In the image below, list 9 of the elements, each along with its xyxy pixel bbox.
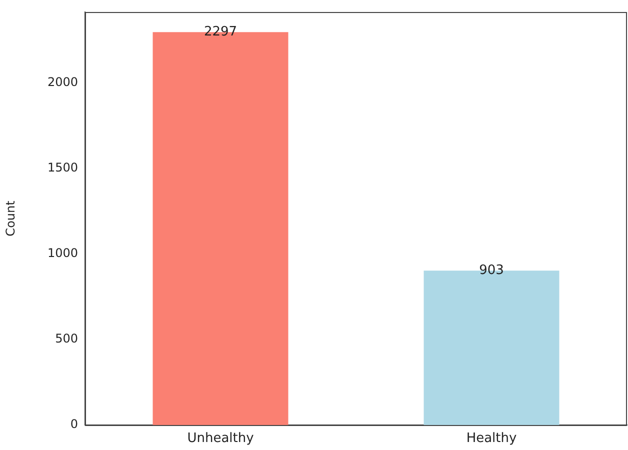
y-tick-label: 2000 xyxy=(47,75,78,90)
y-tick-label: 1500 xyxy=(47,160,78,175)
x-tick-label: Unhealthy xyxy=(187,431,254,446)
y-tick-label: 1000 xyxy=(47,246,78,260)
x-tick-label: Healthy xyxy=(466,431,517,446)
data-label: 903 xyxy=(479,262,504,278)
y-axis-title: Count xyxy=(3,200,18,236)
y-tick-label: 0 xyxy=(70,417,78,432)
y-tick-label: 500 xyxy=(55,332,78,346)
